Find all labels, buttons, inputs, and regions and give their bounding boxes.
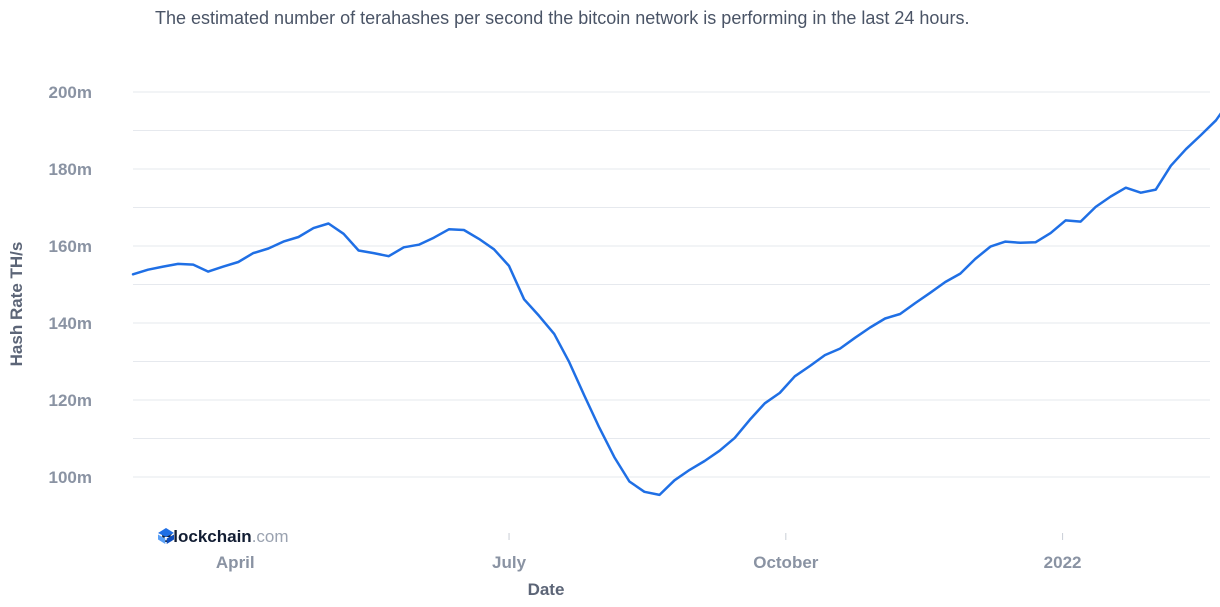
- x-tick-label: October: [753, 553, 819, 572]
- x-axis-title: Date: [528, 580, 565, 599]
- x-tick-label: April: [216, 553, 255, 572]
- brand-suffix: .com: [251, 527, 289, 546]
- y-tick-label: 140m: [49, 314, 92, 333]
- y-tick-label: 100m: [49, 468, 92, 487]
- y-tick-label: 120m: [49, 391, 92, 410]
- y-axis-title: Hash Rate TH/s: [7, 242, 26, 367]
- brand-name: Blockchain: [161, 527, 252, 546]
- series-layer: [131, 112, 1220, 497]
- y-axis-ticks: 100m 120m 140m 160m 180m 200m: [49, 83, 92, 487]
- x-tick-label: 2022: [1044, 553, 1082, 572]
- y-tick-label: 200m: [49, 83, 92, 102]
- y-tick-label: 180m: [49, 160, 92, 179]
- blockchain-logo[interactable]: Blockchain .com: [157, 527, 289, 547]
- chart-subtitle: The estimated number of terahashes per s…: [155, 8, 970, 28]
- x-axis-ticks: April July October 2022: [216, 533, 1082, 572]
- x-tick-label: July: [492, 553, 527, 572]
- series-line: [131, 112, 1220, 497]
- y-tick-label: 160m: [49, 237, 92, 256]
- gridlines: [133, 91, 1210, 478]
